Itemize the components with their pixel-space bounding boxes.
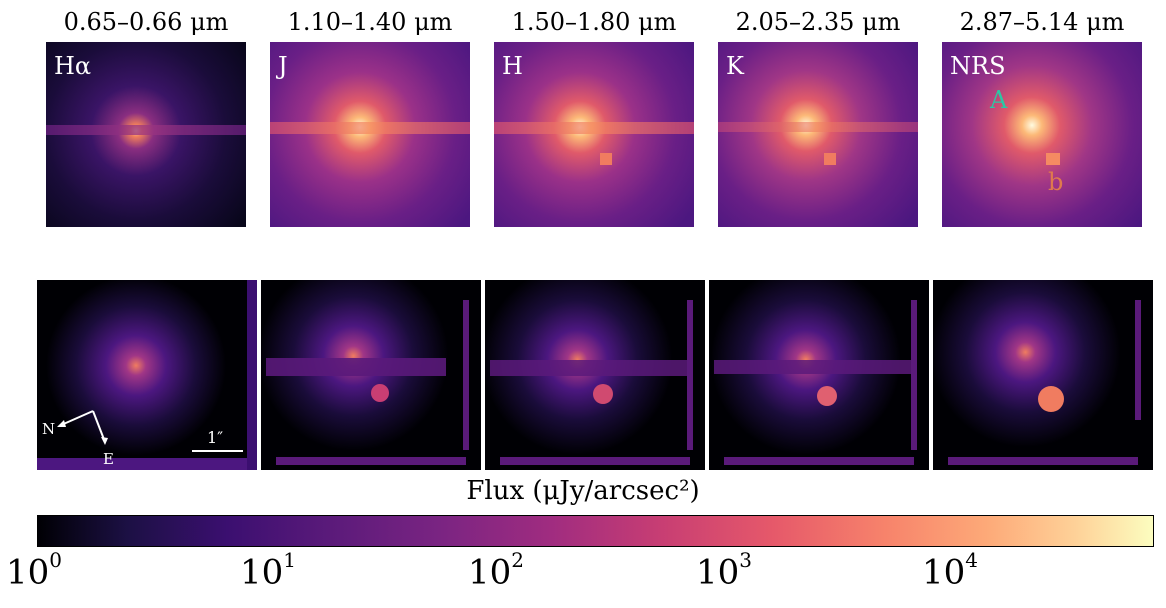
- detector-edge: [463, 300, 469, 450]
- image-panel-nrs: NRS A b: [942, 42, 1142, 227]
- image-panel-halpha: Hα: [46, 42, 246, 227]
- residual-panel-k: [709, 280, 929, 470]
- column-title-h: 1.50–1.80 μm: [511, 8, 677, 36]
- panel-label-j: J: [278, 52, 288, 80]
- residual-stripe: [714, 360, 914, 374]
- companion-source: [817, 386, 837, 406]
- diffraction-spike: [718, 122, 918, 132]
- column-title-k: 2.05–2.35 μm: [735, 8, 901, 36]
- detector-edge: [948, 457, 1138, 465]
- detector-edge: [500, 457, 690, 465]
- image-panel-j: J: [270, 42, 470, 227]
- column-title-halpha: 0.65–0.66 μm: [63, 8, 229, 36]
- column-title-nrs: 2.87–5.14 μm: [959, 8, 1125, 36]
- compass-east-label: E: [103, 450, 114, 468]
- residual-panel-j: [261, 280, 481, 470]
- companion-source: [1038, 386, 1064, 412]
- residual-stripe: [490, 360, 690, 376]
- residual-panel-nrs: [933, 280, 1153, 470]
- detector-edge: [247, 280, 257, 470]
- detector-edge: [724, 457, 914, 465]
- marker-label-a: A: [990, 86, 1008, 114]
- compass-arrows: [57, 410, 243, 452]
- colorbar-tick-label: 101: [240, 548, 296, 593]
- companion-source: [593, 384, 613, 404]
- detector-edge: [37, 458, 257, 470]
- colorbar-tick-label: 103: [696, 548, 752, 593]
- companion-source: [600, 153, 612, 165]
- colorbar-tick-label: 100: [6, 548, 62, 593]
- companion-source: [824, 153, 836, 165]
- panel-label-k: K: [726, 52, 744, 80]
- image-panel-h: H: [494, 42, 694, 227]
- residual-panel-h: [485, 280, 705, 470]
- colorbar-tick-label: 104: [922, 548, 978, 593]
- diffraction-spike: [494, 122, 694, 134]
- companion-source: [371, 384, 389, 402]
- column-title-j: 1.10–1.40 μm: [287, 8, 453, 36]
- compass-north-label: N: [42, 420, 56, 438]
- detector-edge: [1135, 300, 1141, 420]
- panel-label-nrs: NRS: [950, 52, 1006, 80]
- scale-bar-label: 1″: [207, 428, 224, 447]
- panel-label-halpha: Hα: [54, 52, 92, 80]
- panel-label-h: H: [502, 52, 523, 80]
- residual-stripe: [266, 358, 446, 376]
- companion-source: [1046, 153, 1060, 165]
- colorbar: [37, 515, 1154, 547]
- detector-edge: [276, 457, 466, 465]
- residual-panel-halpha: N E 1″: [37, 280, 257, 470]
- marker-label-b: b: [1048, 168, 1064, 196]
- colorbar-tick-label: 102: [468, 548, 524, 593]
- image-panel-k: K: [718, 42, 918, 227]
- diffraction-spike: [46, 125, 246, 135]
- detector-edge: [687, 300, 693, 450]
- colorbar-title: Flux (μJy/arcsec²): [466, 476, 700, 506]
- diffraction-spike: [270, 122, 470, 134]
- detector-edge: [911, 300, 917, 450]
